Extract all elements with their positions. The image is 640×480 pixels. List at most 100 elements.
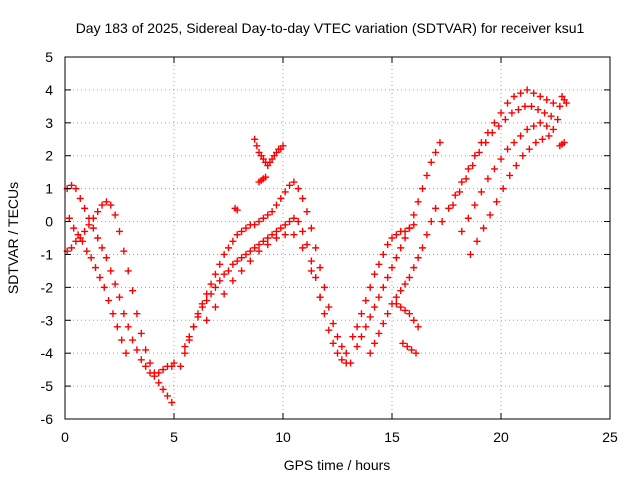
x-tick-label: 15 — [384, 429, 400, 445]
series-19 — [556, 139, 568, 150]
data-point — [81, 204, 89, 212]
data-point — [451, 191, 459, 199]
data-point — [397, 287, 405, 295]
data-point — [353, 343, 361, 351]
data-point — [92, 264, 100, 272]
data-point — [556, 102, 564, 110]
series-16 — [458, 119, 557, 235]
data-point — [118, 336, 126, 344]
data-point — [122, 349, 130, 357]
y-tick-label: -5 — [41, 378, 54, 394]
data-point — [281, 221, 289, 229]
data-point — [334, 349, 341, 357]
data-point — [255, 241, 263, 249]
series-15 — [449, 102, 562, 209]
data-point — [547, 112, 555, 120]
series-7 — [255, 173, 270, 186]
data-point — [233, 257, 241, 265]
series-17 — [466, 132, 553, 258]
data-point — [109, 310, 117, 318]
data-point — [401, 306, 409, 314]
data-point — [251, 135, 259, 143]
data-point — [375, 329, 383, 337]
data-point — [137, 356, 145, 364]
data-point — [238, 254, 246, 262]
data-point — [83, 247, 91, 255]
y-tick-label: -4 — [41, 345, 54, 361]
data-point — [194, 313, 202, 321]
data-point — [203, 316, 211, 324]
data-point — [107, 267, 115, 275]
data-point — [168, 399, 176, 407]
data-point — [399, 339, 407, 347]
data-point — [72, 237, 80, 245]
data-point — [342, 349, 350, 357]
data-point — [89, 214, 97, 222]
x-axis-label: GPS time / hours — [284, 457, 391, 473]
series-18 — [558, 92, 570, 107]
data-point — [405, 310, 413, 318]
data-point — [150, 369, 158, 377]
data-point — [495, 122, 503, 130]
data-point — [347, 359, 355, 367]
data-point — [497, 155, 505, 163]
data-point — [129, 336, 137, 344]
data-point — [233, 206, 241, 214]
data-point — [246, 247, 254, 255]
data-point — [242, 224, 250, 232]
data-point — [133, 346, 141, 354]
data-point — [530, 122, 538, 130]
data-point — [532, 139, 540, 147]
data-point — [307, 224, 315, 232]
data-point — [517, 89, 525, 97]
series-5 — [203, 231, 324, 324]
data-point — [466, 250, 474, 258]
data-point — [410, 221, 418, 229]
data-point — [490, 119, 498, 127]
data-point — [384, 273, 392, 281]
data-point — [388, 234, 396, 242]
series-2 — [65, 214, 130, 357]
data-point — [510, 92, 518, 100]
data-point — [401, 227, 409, 235]
data-point — [124, 267, 132, 275]
data-point — [198, 303, 206, 311]
data-point — [264, 234, 272, 242]
data-point — [419, 185, 427, 193]
data-point — [464, 214, 472, 222]
data-point — [316, 293, 324, 301]
data-point — [545, 132, 553, 140]
data-point — [410, 316, 418, 324]
y-tick-labels: -6 -5 -4 -3 -2 -1 0 1 2 3 4 5 — [41, 49, 54, 427]
data-point — [113, 323, 121, 331]
data-point — [410, 264, 418, 272]
data-point — [506, 171, 514, 179]
data-point — [98, 244, 106, 252]
data-point — [541, 109, 549, 117]
data-point — [325, 326, 333, 334]
data-point — [482, 139, 490, 147]
x-tick-label: 5 — [170, 429, 178, 445]
data-point — [401, 280, 409, 288]
data-point — [272, 234, 280, 242]
data-point — [105, 297, 113, 305]
data-point — [523, 125, 531, 133]
data-point — [229, 260, 237, 268]
data-point — [379, 250, 387, 258]
data-point — [514, 106, 522, 114]
data-point — [316, 264, 324, 272]
data-point — [432, 204, 440, 212]
data-point — [120, 310, 128, 318]
data-point — [294, 185, 302, 193]
data-point — [78, 237, 86, 245]
y-tick-label: -6 — [41, 411, 54, 427]
data-point — [486, 211, 494, 219]
data-point — [107, 201, 115, 209]
data-point — [517, 132, 525, 140]
data-point — [530, 89, 538, 97]
data-point — [449, 201, 457, 209]
data-point — [155, 379, 163, 387]
data-point — [246, 257, 254, 265]
y-tick-label: 2 — [45, 148, 53, 164]
data-point — [384, 241, 392, 249]
